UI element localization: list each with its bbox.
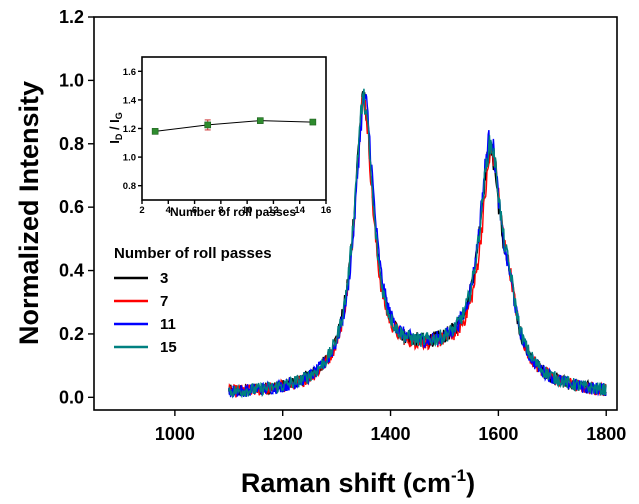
y-tick-label: 0.8 xyxy=(59,134,84,154)
x-tick-label: 1600 xyxy=(478,424,518,444)
series-line-15 xyxy=(228,88,607,399)
x-axis-label: Raman shift (cm-1) xyxy=(241,466,475,498)
legend-title: Number of roll passes xyxy=(114,245,272,262)
y-tick-label: 0.4 xyxy=(59,261,84,281)
inset-y-label-i: I xyxy=(107,140,122,144)
inset-y-tick-label: 1.4 xyxy=(123,95,137,106)
legend-label-11: 11 xyxy=(160,316,176,333)
y-tick-label: 1.2 xyxy=(59,7,84,27)
inset-plot-frame xyxy=(141,56,327,201)
x-axis-label-sup: -1 xyxy=(451,466,466,485)
inset-x-tick-label: 8 xyxy=(218,205,223,216)
inset-y-label-mid: / I xyxy=(107,119,122,133)
series-line-3 xyxy=(228,91,607,397)
series-line-11 xyxy=(228,94,607,398)
inset-y-tick-label: 0.8 xyxy=(123,181,136,192)
x-tick-label: 1800 xyxy=(586,424,626,444)
inset-x-tick-label: 16 xyxy=(321,205,332,216)
y-tick-label: 0.0 xyxy=(59,387,84,407)
main-plot-frame xyxy=(93,16,618,411)
legend-label-3: 3 xyxy=(160,270,168,287)
inset-x-tick-label: 4 xyxy=(166,205,172,216)
x-axis-label-text: Raman shift (cm xyxy=(241,468,451,498)
inset-y-axis-label: ID / IG xyxy=(107,112,124,144)
inset-x-tick-label: 2 xyxy=(139,205,144,216)
inset-x-tick-label: 14 xyxy=(294,205,305,216)
x-tick-label: 1000 xyxy=(155,424,195,444)
inset-x-axis-label: Number of roll passes xyxy=(170,205,296,219)
y-tick-label: 0.2 xyxy=(59,324,84,344)
inset-y-label-g: G xyxy=(114,112,124,119)
y-axis-label: Normalized Intensity xyxy=(14,81,44,345)
inset-data-point xyxy=(151,128,159,135)
inset-y-label-d: D xyxy=(114,133,124,140)
x-axis-label-end: ) xyxy=(466,468,475,498)
inset-ticks: 2 4 6 8 10 12 14 16 0.8 1.0 1.2 1.4 1.6 xyxy=(123,67,332,216)
series-line-7 xyxy=(228,95,607,398)
inset-data-point xyxy=(204,121,212,129)
inset-data-point xyxy=(256,117,264,124)
inset-y-tick-label: 1.2 xyxy=(123,124,136,135)
legend-label-15: 15 xyxy=(160,339,177,356)
inset-y-tick-label: 1.0 xyxy=(123,153,136,164)
inset-line xyxy=(155,120,313,132)
inset-x-tick-label: 12 xyxy=(268,205,279,216)
inset-series-group xyxy=(151,117,317,135)
legend-label-7: 7 xyxy=(160,293,168,310)
x-tick-label: 1400 xyxy=(371,424,411,444)
main-ticks: 1000 1200 1400 1600 1800 0.0 0.2 0.4 0.6 0.8 1.0 1.… xyxy=(59,7,626,444)
inset-x-tick-label: 10 xyxy=(242,205,253,216)
legend: Number of roll passes 3 7 11 15 xyxy=(114,245,272,356)
main-series-group xyxy=(228,88,607,399)
inset-y-tick-label: 1.6 xyxy=(123,67,136,78)
x-tick-label: 1200 xyxy=(263,424,303,444)
inset-data-point xyxy=(309,118,317,126)
inset-x-tick-label: 6 xyxy=(192,205,197,216)
y-tick-label: 0.6 xyxy=(59,197,84,217)
y-tick-label: 1.0 xyxy=(59,70,84,90)
